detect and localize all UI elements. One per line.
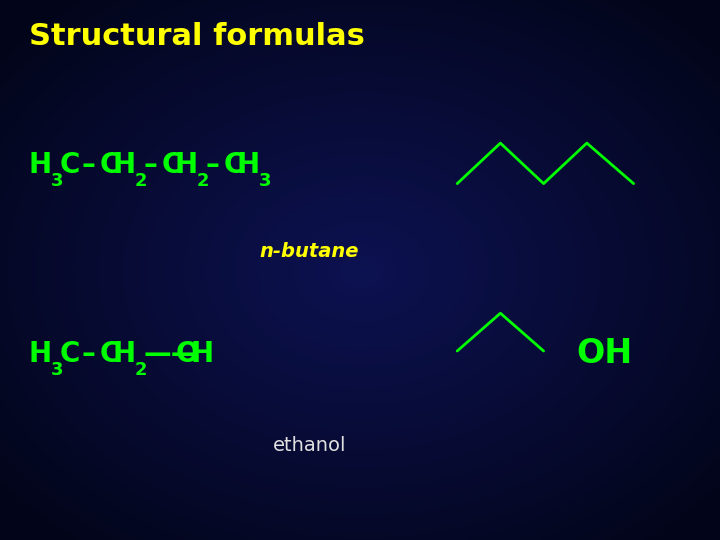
Text: 2: 2 xyxy=(135,361,147,379)
Text: 3: 3 xyxy=(50,361,63,379)
Text: OH: OH xyxy=(576,337,632,370)
Text: Structural formulas: Structural formulas xyxy=(29,22,364,51)
Text: C: C xyxy=(60,151,80,179)
Text: 3: 3 xyxy=(50,172,63,190)
Text: ——: —— xyxy=(143,340,199,368)
Text: H: H xyxy=(112,151,135,179)
Text: ethanol: ethanol xyxy=(273,436,346,455)
Text: C: C xyxy=(60,340,80,368)
Text: C: C xyxy=(161,151,181,179)
Text: C: C xyxy=(99,340,120,368)
Text: 2: 2 xyxy=(135,172,147,190)
Text: –: – xyxy=(205,151,219,179)
Text: n-butane: n-butane xyxy=(260,241,359,261)
Text: H: H xyxy=(29,151,52,179)
Text: H: H xyxy=(236,151,259,179)
Text: C: C xyxy=(223,151,243,179)
Text: H: H xyxy=(112,340,135,368)
Text: H: H xyxy=(190,340,213,368)
Text: –: – xyxy=(143,151,157,179)
Text: –: – xyxy=(81,151,95,179)
Text: 2: 2 xyxy=(197,172,209,190)
Text: –: – xyxy=(81,340,95,368)
Text: H: H xyxy=(174,151,197,179)
Text: H: H xyxy=(29,340,52,368)
Text: C: C xyxy=(99,151,120,179)
Text: 3: 3 xyxy=(258,172,271,190)
Text: O: O xyxy=(176,340,199,368)
